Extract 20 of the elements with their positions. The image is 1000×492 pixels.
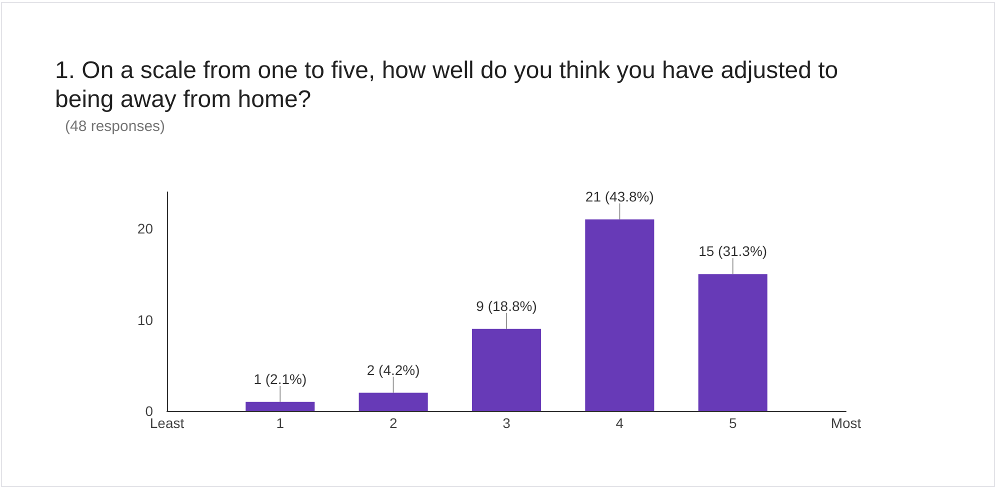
- x-tick-label: 5: [728, 415, 737, 431]
- bar: [472, 328, 542, 411]
- data-label: 9 (18.8%): [476, 298, 537, 314]
- bar: [698, 274, 768, 411]
- data-label: 21 (43.8%): [585, 188, 654, 204]
- x-tick-label: 2: [389, 415, 398, 431]
- bar: [358, 392, 428, 411]
- x-tick-label: 4: [616, 415, 624, 431]
- x-tick-label: 1: [276, 415, 284, 431]
- chart-title: 1. On a scale from one to five, how well do you think you have adjusted to being away from home?: [55, 56, 840, 114]
- bar: [585, 219, 654, 411]
- data-label: 15 (31.3%): [698, 243, 768, 260]
- y-tick-label: 10: [137, 312, 154, 328]
- y-tick-label: 20: [137, 220, 154, 236]
- x-tick-label: 3: [502, 415, 511, 431]
- x-tick-label: Most: [830, 415, 862, 431]
- data-label: 1 (2.1%): [254, 370, 307, 387]
- bar: [246, 402, 315, 411]
- chart-subtitle: (48 responses): [65, 118, 166, 135]
- data-label: 2 (4.2%): [366, 362, 420, 378]
